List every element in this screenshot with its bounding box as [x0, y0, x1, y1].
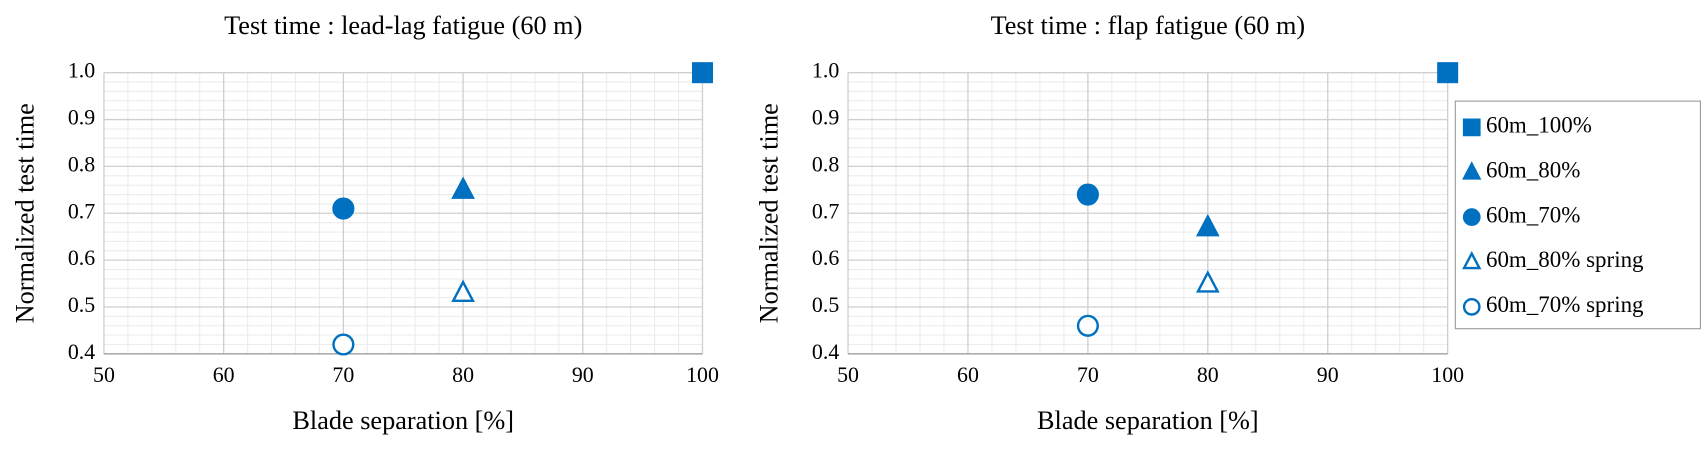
marker-square [691, 62, 714, 84]
marker-circle [1462, 208, 1481, 226]
y-tick-label: 0.7 [812, 199, 839, 223]
legend-label: 60m_70% spring [1486, 292, 1644, 317]
x-tick-label: 80 [1197, 363, 1219, 387]
y-axis-label: Normalized test time [10, 103, 39, 323]
x-tick-label: 100 [686, 363, 719, 387]
y-tick-label: 0.9 [812, 106, 839, 130]
marker-circle [332, 197, 355, 220]
y-tick-label: 1.0 [812, 59, 839, 83]
x-axis-label: Blade separation [%] [292, 406, 514, 435]
y-tick-label: 0.4 [68, 340, 95, 364]
y-tick-label: 0.9 [68, 106, 95, 130]
y-tick-label: 0.4 [812, 340, 839, 364]
marker-triangle [451, 176, 475, 199]
legend-label: 60m_80% [1486, 158, 1580, 183]
x-tick-label: 50 [93, 363, 115, 387]
x-axis-label: Blade separation [%] [1037, 406, 1259, 435]
marker-circle [332, 333, 355, 356]
marker-triangle [451, 279, 475, 303]
marker-triangle [1462, 161, 1482, 180]
y-tick-label: 0.5 [812, 293, 839, 317]
x-tick-label: 60 [957, 363, 979, 387]
x-tick-label: 90 [1317, 363, 1339, 387]
y-axis-label: Normalized test time [754, 103, 783, 323]
marker-triangle [1195, 213, 1220, 237]
marker-square [1462, 118, 1481, 137]
x-tick-label: 70 [1077, 363, 1099, 387]
legend-label: 60m_100% [1486, 113, 1592, 138]
y-tick-label: 0.7 [68, 199, 95, 223]
marker-square [1437, 62, 1459, 84]
marker-triangle [1462, 250, 1482, 270]
marker-triangle [1195, 270, 1220, 293]
chart-title: Test time : lead-lag fatigue (60 m) [224, 11, 582, 40]
y-tick-label: 1.0 [68, 59, 95, 83]
legend-label: 60m_80% spring [1486, 247, 1644, 272]
y-tick-label: 0.5 [68, 293, 95, 317]
y-tick-label: 0.8 [68, 152, 95, 176]
x-tick-label: 50 [837, 363, 859, 387]
marker-circle [1462, 297, 1481, 316]
y-tick-label: 0.8 [812, 152, 839, 176]
y-tick-label: 0.6 [812, 246, 839, 270]
y-tick-label: 0.6 [68, 246, 95, 270]
x-tick-label: 70 [332, 363, 354, 387]
chart-title: Test time : flap fatigue (60 m) [991, 11, 1306, 40]
x-tick-label: 60 [213, 363, 235, 387]
x-tick-label: 100 [1431, 363, 1464, 387]
x-tick-label: 80 [452, 363, 474, 387]
x-tick-label: 90 [572, 363, 594, 387]
legend-label: 60m_70% [1486, 202, 1580, 227]
marker-circle [1076, 183, 1099, 206]
legend-box [1454, 100, 1701, 330]
marker-circle [1076, 314, 1099, 337]
